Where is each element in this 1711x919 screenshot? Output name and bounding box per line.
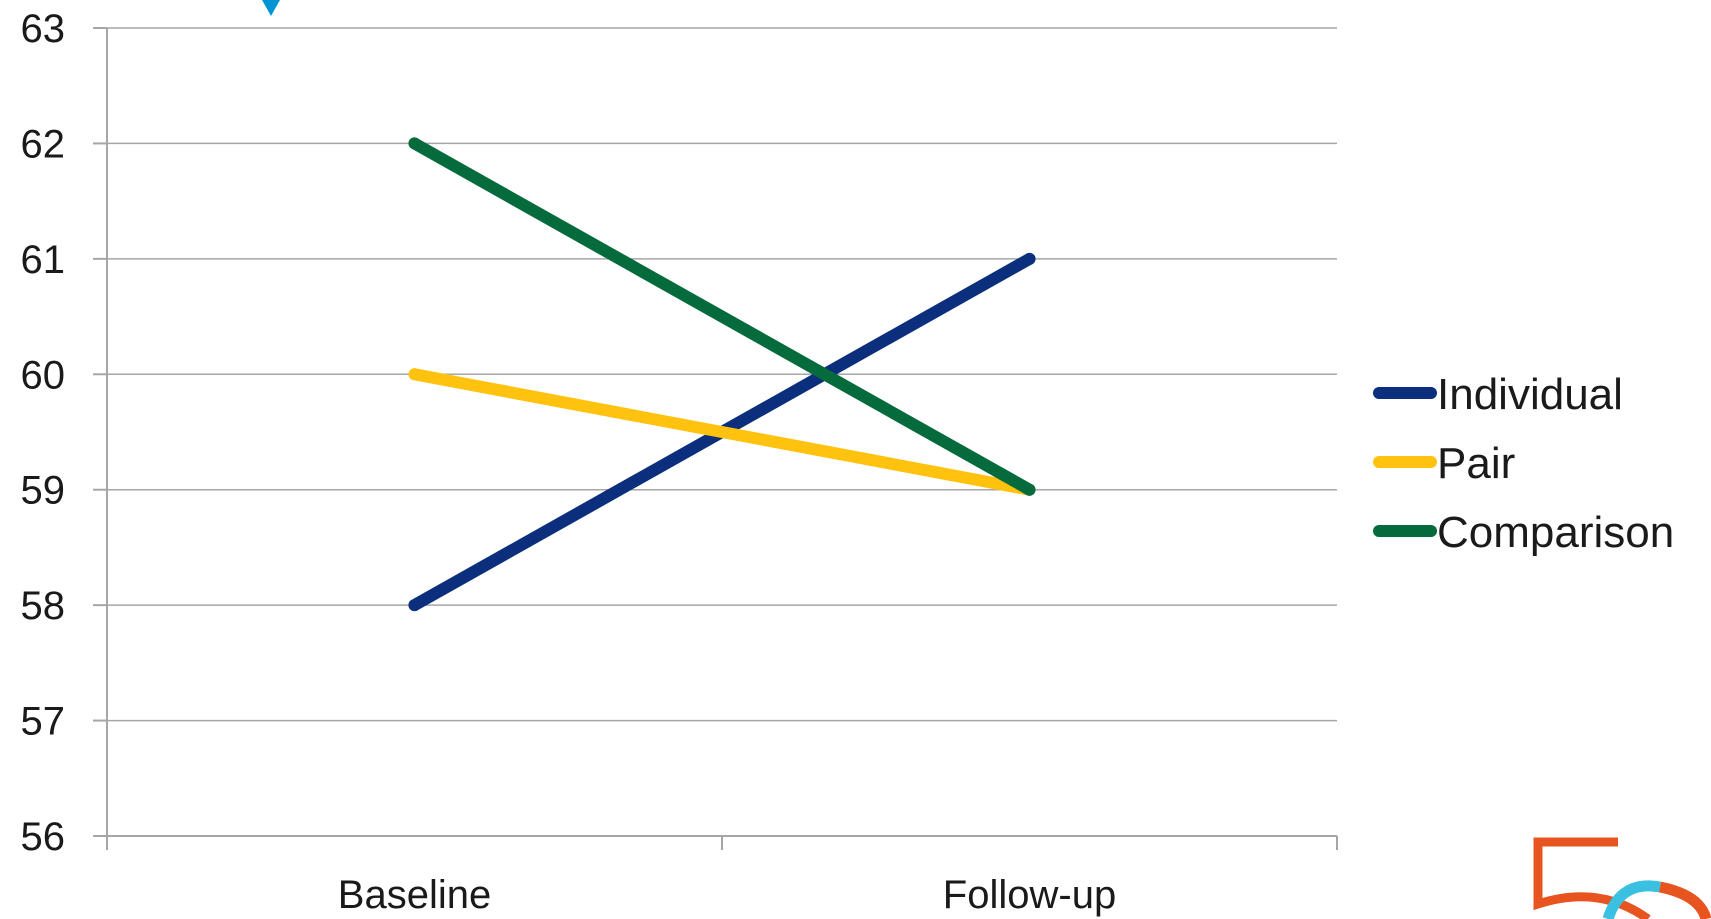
legend-label-individual: Individual (1437, 370, 1623, 419)
data-point-comparison (1023, 483, 1036, 496)
gridlines (93, 27, 1337, 837)
series-lines (408, 137, 1036, 612)
data-point-individual (408, 599, 421, 612)
x-tick-label: Baseline (338, 873, 491, 917)
legend: Individual Pair Comparison (1373, 370, 1674, 557)
axes (106, 28, 1338, 850)
logo-fifty (1533, 837, 1711, 919)
y-tick-labels: 56 57 58 59 60 61 62 63 (21, 7, 66, 859)
y-tick-label: 61 (21, 238, 66, 282)
y-tick-label: 56 (21, 815, 66, 859)
y-tick-label: 63 (21, 7, 66, 51)
y-tick-label: 60 (21, 353, 66, 397)
data-point-individual (1023, 252, 1036, 265)
top-marker-icon (262, 0, 280, 16)
series-line-comparison (408, 137, 1036, 496)
x-tick-label: Follow-up (943, 873, 1116, 917)
data-point-comparison (408, 137, 421, 150)
logo-zero-arc-cyan (1602, 880, 1661, 919)
data-point-pair (408, 368, 421, 381)
legend-label-pair: Pair (1437, 439, 1515, 488)
y-tick-label: 62 (21, 122, 66, 166)
series-line-pair (408, 368, 1036, 496)
x-tick-labels: Baseline Follow-up (338, 873, 1116, 917)
logo-zero-arc-orange (1658, 881, 1711, 919)
y-tick-label: 59 (21, 469, 66, 513)
legend-label-comparison: Comparison (1437, 508, 1674, 557)
y-tick-label: 58 (21, 584, 66, 628)
y-tick-label: 57 (21, 700, 66, 744)
logo-five-glyph (1533, 837, 1651, 919)
